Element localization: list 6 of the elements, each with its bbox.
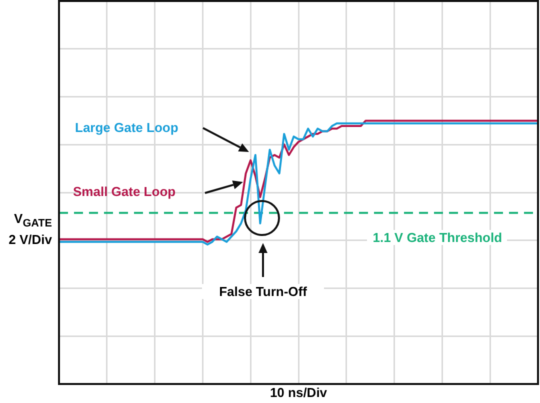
ref-line-label: 1.1 V Gate Threshold <box>367 230 508 245</box>
text: Large Gate Loop <box>75 120 178 135</box>
text: Small Gate Loop <box>73 184 176 199</box>
annotation: False Turn-Off <box>202 284 324 299</box>
y-axis-title: V$_{GATE}$ 2 V/Div <box>8 211 52 248</box>
x-axis-title: 10 ns/Div <box>268 385 328 400</box>
